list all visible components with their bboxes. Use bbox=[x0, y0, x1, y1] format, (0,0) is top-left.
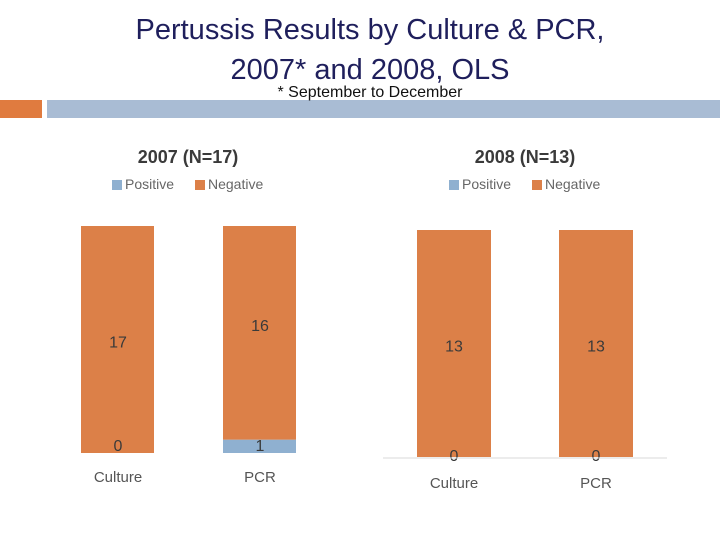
chart1-legend-positive: Positive bbox=[125, 176, 174, 192]
chart2-label-pcr-negative: 13 bbox=[587, 339, 605, 356]
chart2-legend-swatch-positive bbox=[449, 180, 459, 190]
chart2-bar-pcr-negative bbox=[559, 230, 633, 457]
slide-title: Pertussis Results by Culture & PCR, 2007… bbox=[60, 10, 680, 90]
chart2-label-culture-positive: 0 bbox=[450, 448, 459, 465]
chart1-label-pcr-positive: 1 bbox=[256, 438, 265, 455]
chart1-bar-culture-negative bbox=[81, 226, 154, 453]
accent-bar bbox=[47, 100, 720, 118]
chart1-label-culture-negative: 17 bbox=[109, 335, 127, 352]
chart2-category-pcr: PCR bbox=[580, 475, 612, 492]
chart1-category-culture: Culture bbox=[94, 469, 142, 486]
chart1-category-pcr: PCR bbox=[244, 469, 276, 486]
title-line-2: 2007* and 2008, OLS bbox=[230, 54, 510, 86]
chart2-category-culture: Culture bbox=[430, 475, 478, 492]
accent-block bbox=[0, 100, 42, 118]
chart1-title: 2007 (N=17) bbox=[138, 147, 239, 167]
chart1-legend-swatch-positive bbox=[112, 180, 122, 190]
chart2-legend-swatch-negative bbox=[532, 180, 542, 190]
chart1-label-culture-positive: 0 bbox=[114, 438, 123, 455]
chart2-label-culture-negative: 13 bbox=[445, 339, 463, 356]
title-line-1: Pertussis Results by Culture & PCR, bbox=[135, 14, 605, 46]
chart1-label-pcr-negative: 16 bbox=[251, 318, 269, 335]
chart2-legend-negative: Negative bbox=[545, 176, 600, 192]
chart2-title: 2008 (N=13) bbox=[475, 147, 576, 167]
chart2-legend-positive: Positive bbox=[462, 176, 511, 192]
chart1-bar-pcr-negative bbox=[223, 226, 296, 440]
chart2-bar-culture-negative bbox=[417, 230, 491, 457]
chart1-legend-swatch-negative bbox=[195, 180, 205, 190]
chart1-bar-pcr-positive bbox=[223, 439, 296, 453]
chart1-legend-negative: Negative bbox=[208, 176, 263, 192]
chart2-label-pcr-positive: 0 bbox=[592, 448, 601, 465]
footnote: * September to December bbox=[277, 84, 463, 101]
